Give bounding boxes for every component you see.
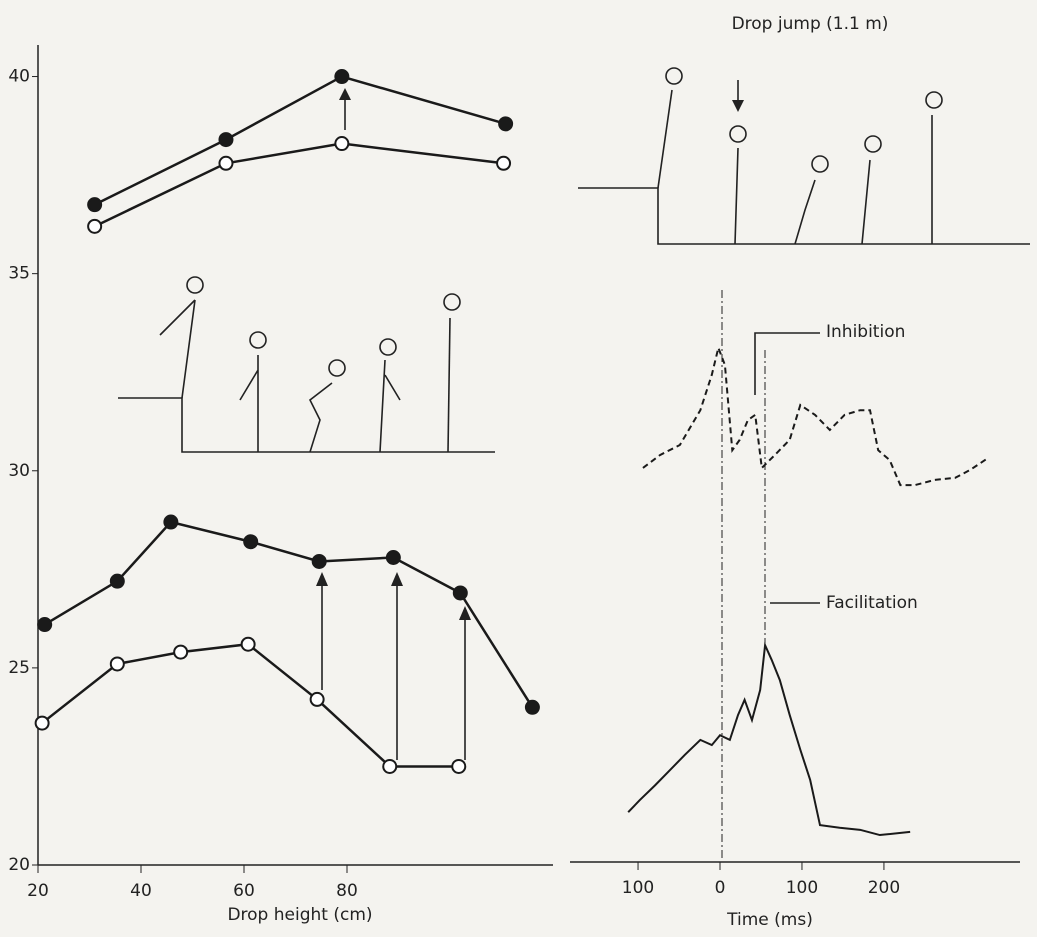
point xyxy=(498,116,514,132)
series-line xyxy=(642,344,989,487)
point xyxy=(385,550,401,565)
y-tick-label: 30 xyxy=(8,461,30,481)
series-line xyxy=(627,641,911,837)
point xyxy=(37,617,53,633)
point xyxy=(109,656,125,672)
x-tick-label: 20 xyxy=(27,881,49,901)
point xyxy=(452,585,468,601)
y-tick-label: 20 xyxy=(8,855,30,875)
point xyxy=(109,573,125,589)
series-line xyxy=(94,75,506,206)
point xyxy=(87,218,103,234)
point xyxy=(309,691,325,707)
point xyxy=(240,636,256,652)
x-tick-label: 80 xyxy=(336,881,358,901)
x-axis-label: Time (ms) xyxy=(726,910,813,930)
point xyxy=(382,758,398,774)
x-tick-label: 40 xyxy=(130,881,152,901)
x-tick-label: 200 xyxy=(868,878,900,898)
point xyxy=(334,69,350,85)
x-tick-label: 100 xyxy=(622,878,654,898)
markers-lines xyxy=(721,290,820,860)
annotation: Inhibition xyxy=(826,322,905,342)
y-tick-label: 40 xyxy=(8,67,30,87)
x-axis-label: Drop height (cm) xyxy=(227,905,372,925)
y-tick-label: 35 xyxy=(8,264,30,284)
point xyxy=(173,644,189,660)
point xyxy=(311,553,327,569)
point xyxy=(496,155,512,171)
point xyxy=(218,132,234,148)
x-tick-label: 0 xyxy=(715,878,726,898)
x-tick-label: 100 xyxy=(786,878,818,898)
point xyxy=(451,758,467,774)
stage-left xyxy=(118,276,495,453)
point xyxy=(334,136,350,152)
y-tick-label: 25 xyxy=(8,658,30,678)
point xyxy=(243,534,259,550)
chart-title: Drop jump (1.1 m) xyxy=(732,14,889,34)
x-tick-label: 60 xyxy=(233,881,255,901)
point xyxy=(34,715,50,731)
series-line xyxy=(44,520,534,708)
point xyxy=(87,197,103,213)
annotation: Facilitation xyxy=(826,593,918,613)
arrows xyxy=(316,88,471,760)
point xyxy=(218,155,234,171)
point xyxy=(163,514,179,530)
stage-right xyxy=(578,67,1030,245)
point xyxy=(524,699,540,715)
series-line xyxy=(94,142,504,228)
